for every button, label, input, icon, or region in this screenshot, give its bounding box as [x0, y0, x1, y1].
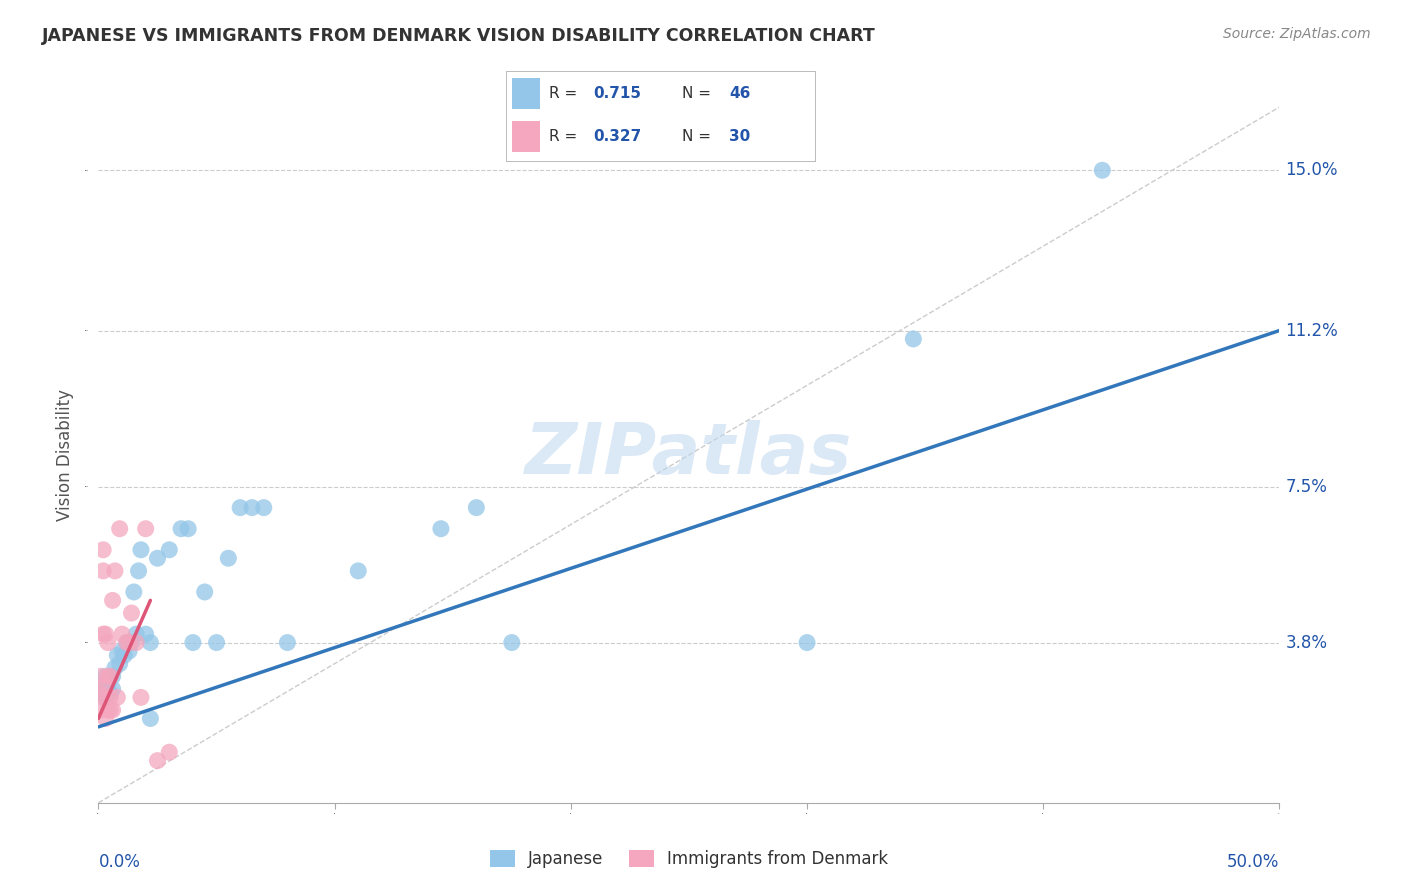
Point [91, 627, 114, 641]
Point [170, 522, 193, 536]
Bar [512, 78, 540, 109]
Text: 7.5%: 7.5% [1285, 477, 1327, 496]
Point [129, 690, 152, 705]
Point [101, 669, 124, 683]
Point [129, 542, 152, 557]
Point [181, 635, 204, 649]
Point [94, 669, 117, 683]
Text: 0.0%: 0.0% [98, 854, 141, 871]
Point [501, 635, 523, 649]
Point [90, 686, 112, 700]
Point [115, 635, 138, 649]
Point [104, 661, 127, 675]
Point [796, 635, 818, 649]
Point [94, 681, 117, 696]
Point [97, 669, 120, 683]
Point [108, 522, 131, 536]
Point [1091, 163, 1114, 178]
Point [229, 500, 252, 515]
Point [94, 678, 117, 692]
Point [125, 627, 148, 641]
Text: 0.327: 0.327 [593, 129, 641, 144]
Point [125, 635, 148, 649]
Bar [512, 121, 540, 152]
Point [111, 644, 134, 658]
Point [135, 627, 157, 641]
Point [139, 635, 162, 649]
Point [97, 635, 120, 649]
Point [105, 648, 128, 663]
Point [205, 635, 228, 649]
Point [98, 669, 121, 683]
Point [139, 711, 162, 725]
Point [91, 564, 114, 578]
Text: ZIPatlas: ZIPatlas [526, 420, 852, 490]
Text: 3.8%: 3.8% [1285, 633, 1327, 651]
Point [94, 627, 117, 641]
Point [146, 754, 169, 768]
Point [121, 635, 143, 649]
Point [430, 522, 453, 536]
Point [98, 686, 121, 700]
Point [97, 690, 120, 705]
Point [253, 500, 276, 515]
Point [91, 690, 114, 705]
Point [194, 585, 217, 599]
Text: R =: R = [550, 129, 582, 144]
Point [118, 635, 141, 649]
Point [128, 564, 150, 578]
Point [94, 711, 117, 725]
Point [347, 564, 370, 578]
Point [157, 542, 180, 557]
Point [101, 593, 124, 607]
Point [240, 500, 263, 515]
Text: N =: N = [682, 129, 716, 144]
Point [111, 627, 134, 641]
Point [90, 703, 112, 717]
Text: 46: 46 [728, 87, 751, 101]
Point [122, 585, 145, 599]
Point [121, 606, 143, 620]
Point [104, 564, 127, 578]
Point [90, 669, 112, 683]
Point [98, 703, 121, 717]
Text: 50.0%: 50.0% [1227, 854, 1279, 871]
Text: JAPANESE VS IMMIGRANTS FROM DENMARK VISION DISABILITY CORRELATION CHART: JAPANESE VS IMMIGRANTS FROM DENMARK VISI… [42, 27, 876, 45]
Text: Source: ZipAtlas.com: Source: ZipAtlas.com [1223, 27, 1371, 41]
Point [105, 690, 128, 705]
Legend: Japanese, Immigrants from Denmark: Japanese, Immigrants from Denmark [484, 843, 894, 874]
Point [112, 648, 135, 663]
Text: R =: R = [550, 87, 582, 101]
Point [94, 690, 117, 705]
Point [97, 678, 120, 692]
Point [177, 522, 200, 536]
Point [465, 500, 488, 515]
Point [98, 669, 121, 683]
Text: N =: N = [682, 87, 716, 101]
Point [91, 678, 114, 692]
Point [903, 332, 925, 346]
Point [157, 745, 180, 759]
Point [97, 703, 120, 717]
Point [118, 644, 141, 658]
Point [146, 551, 169, 566]
Point [91, 686, 114, 700]
Text: 0.715: 0.715 [593, 87, 641, 101]
Point [108, 657, 131, 671]
Text: 30: 30 [728, 129, 751, 144]
Point [276, 635, 298, 649]
Text: 11.2%: 11.2% [1285, 321, 1339, 340]
Point [90, 686, 112, 700]
Point [217, 551, 239, 566]
Y-axis label: Vision Disability: Vision Disability [56, 389, 73, 521]
Text: 15.0%: 15.0% [1285, 161, 1339, 179]
Point [115, 635, 138, 649]
Point [135, 522, 157, 536]
Point [91, 542, 114, 557]
Point [101, 681, 124, 696]
Point [98, 690, 121, 705]
Point [101, 703, 124, 717]
